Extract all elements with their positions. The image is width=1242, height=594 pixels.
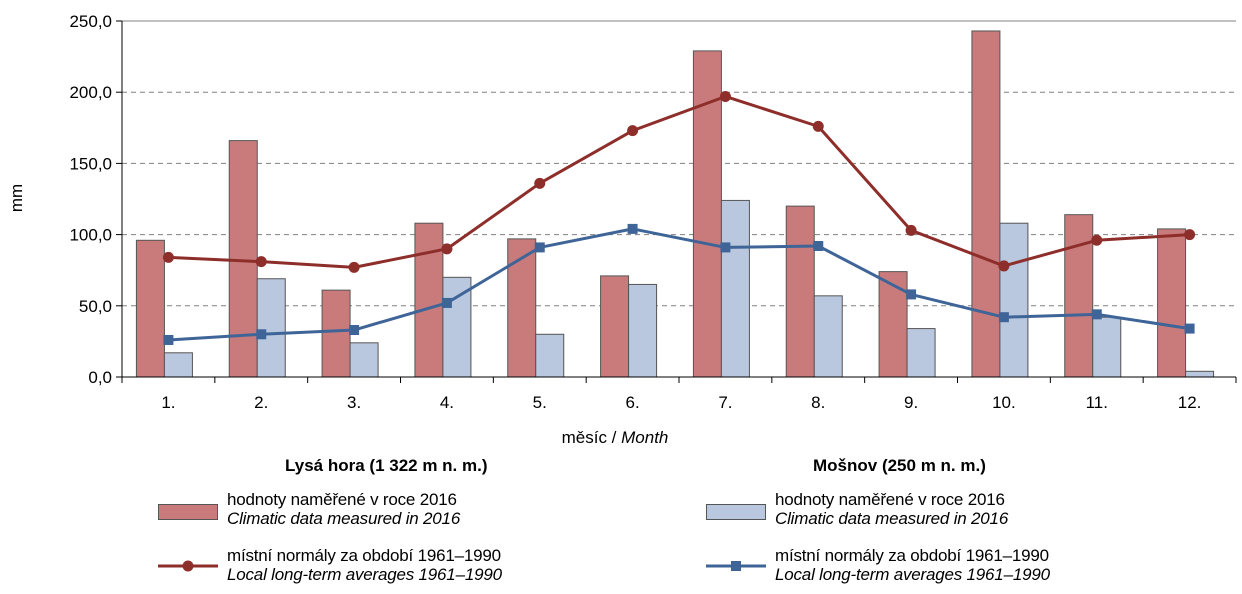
legend-item-lysa-line: místní normály za období 1961–1990 Local…: [155, 546, 715, 590]
legend-lysa-bar-label-en: Climatic data measured in 2016: [227, 509, 461, 528]
x-tick-label: 11.: [1086, 393, 1108, 412]
point-mosnov: [813, 240, 824, 251]
y-tick-label: 0,0: [88, 368, 112, 387]
tick-labels: 0,0 50,0 100,0 150,0 200,0 250,0 1. 2. 3. 4. 5. 6. 7…: [69, 12, 1201, 412]
bar-mosnov: [999, 222, 1029, 378]
point-lysa-hora: [998, 260, 1010, 272]
line-mosnov: [168, 227, 1190, 342]
bar-lysa-hora: [507, 238, 537, 378]
point-lysa-hora: [905, 224, 917, 236]
bar-lysa-hora: [135, 239, 165, 378]
legend-swatch-mosnov-line: [706, 561, 766, 571]
bar-mosnov: [720, 199, 750, 378]
legend-swatch-lysa-bar: [158, 504, 218, 520]
x-tick-label: 1.: [161, 393, 175, 412]
bars: [135, 30, 1215, 378]
point-lysa-hora: [627, 125, 639, 137]
point-mosnov: [441, 297, 452, 308]
bar-mosnov: [442, 276, 472, 378]
bar-lysa-hora: [878, 271, 908, 378]
point-lysa-hora: [719, 90, 731, 102]
legend-title-lysa-hora: Lysá hora (1 322 m n. m.): [285, 456, 488, 475]
x-axis-title-italic: Month: [621, 428, 668, 447]
bar-mosnov: [256, 278, 286, 378]
point-lysa-hora: [1091, 234, 1103, 246]
y-tick-label: 50,0: [79, 297, 112, 316]
legend-mosnov-line-label: místní normály za období 1961–1990: [775, 546, 1049, 565]
x-axis-title-main: měsíc /: [562, 428, 622, 447]
point-mosnov: [534, 242, 545, 253]
point-lysa-hora: [162, 251, 174, 263]
bar-lysa-hora: [1064, 214, 1094, 378]
bar-lysa-hora: [1157, 228, 1187, 378]
bar-mosnov: [349, 342, 379, 378]
bar-mosnov: [813, 295, 843, 378]
chart: 0,0 50,0 100,0 150,0 200,0 250,0 1. 2. 3. 4. 5. 6. 7…: [7, 12, 1237, 447]
legend-lysa-bar-label: hodnoty naměřené v roce 2016: [227, 490, 457, 509]
line-lysa-hora: [168, 94, 1190, 269]
point-mosnov: [349, 325, 360, 336]
x-tick-label: 3.: [347, 393, 361, 412]
bar-mosnov: [628, 283, 658, 378]
point-mosnov: [1184, 323, 1195, 334]
legend-mosnov-bar-label: hodnoty naměřené v roce 2016: [775, 490, 1005, 509]
point-mosnov: [627, 223, 638, 234]
bar-lysa-hora: [600, 275, 630, 378]
bar-lysa-hora: [228, 140, 258, 378]
legend-item-lysa-bar: hodnoty naměřené v roce 2016 Climatic da…: [155, 490, 715, 534]
y-tick-label: 250,0: [69, 12, 112, 31]
point-lysa-hora: [534, 177, 546, 189]
bar-mosnov: [1185, 370, 1215, 378]
legend-lysa-line-label-en: Local long-term averages 1961–1990: [227, 565, 502, 584]
legend-mosnov-bar-label-en: Climatic data measured in 2016: [775, 509, 1009, 528]
x-tick-label: 5.: [533, 393, 547, 412]
point-mosnov: [163, 334, 174, 345]
legend-title-mosnov: Mošnov (250 m n. m.): [813, 456, 986, 475]
x-tick-label: 9.: [904, 393, 918, 412]
bar-mosnov: [906, 328, 936, 378]
lines: [162, 90, 1196, 345]
x-tick-label: 7.: [718, 393, 732, 412]
point-mosnov: [998, 312, 1009, 323]
legend-item-mosnov-line: místní normály za období 1961–1990 Local…: [703, 546, 1223, 590]
y-tick-label: 200,0: [69, 83, 112, 102]
x-axis-title: měsíc / Month: [562, 428, 669, 447]
x-tick-label: 4.: [440, 393, 454, 412]
bar-mosnov: [535, 333, 565, 378]
legend-mosnov: Mošnov (250 m n. m.) hodnoty naměřené v …: [703, 452, 1242, 594]
y-tick-label: 100,0: [69, 226, 112, 245]
bar-lysa-hora: [414, 222, 444, 378]
legend-lysa-line-label: místní normály za období 1961–1990: [227, 546, 501, 565]
legend-mosnov-line-label-en: Local long-term averages 1961–1990: [775, 565, 1050, 584]
point-lysa-hora: [812, 120, 824, 132]
x-tick-label: 2.: [254, 393, 268, 412]
x-tick-label: 10.: [992, 393, 1016, 412]
legend: Lysá hora (1 322 m n. m.) hodnoty naměře…: [0, 452, 1242, 594]
point-mosnov: [906, 289, 917, 300]
y-axis-title: mm: [7, 184, 26, 212]
x-tick-label: 6.: [625, 393, 639, 412]
gridlines: [122, 20, 1236, 307]
bar-lysa-hora: [785, 205, 815, 378]
bar-lysa-hora: [321, 289, 351, 378]
bar-mosnov: [163, 352, 193, 378]
x-tick-label: 8.: [811, 393, 825, 412]
bar-mosnov: [1092, 316, 1122, 378]
point-lysa-hora: [348, 261, 360, 273]
legend-item-mosnov-bar: hodnoty naměřené v roce 2016 Climatic da…: [703, 490, 1223, 534]
point-lysa-hora: [1184, 229, 1196, 241]
point-lysa-hora: [255, 256, 267, 268]
point-mosnov: [1091, 309, 1102, 320]
legend-swatch-mosnov-bar: [706, 504, 766, 520]
point-mosnov: [256, 329, 267, 340]
axes: [116, 20, 1237, 383]
bar-lysa-hora: [971, 30, 1001, 378]
point-lysa-hora: [441, 243, 453, 255]
legend-lysa-hora: Lysá hora (1 322 m n. m.) hodnoty naměře…: [155, 452, 715, 594]
y-tick-label: 150,0: [69, 154, 112, 173]
point-mosnov: [720, 242, 731, 253]
legend-swatch-lysa-line: [158, 560, 218, 572]
x-tick-label: 12.: [1178, 393, 1202, 412]
